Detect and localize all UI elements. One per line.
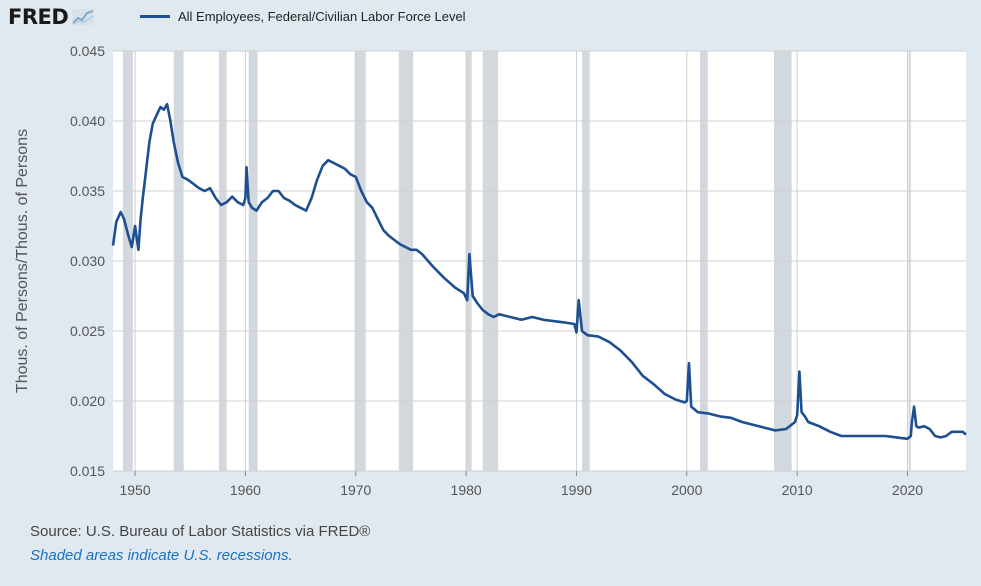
y-axis-ticks: 0.015 0.020 0.025 0.030 0.035 0.040 0.045: [70, 43, 105, 479]
y-axis-label: Thous. of Persons/Thous. of Persons: [14, 129, 31, 393]
y-tick-label: 0.025: [70, 323, 105, 339]
chart-line-icon: [72, 9, 95, 25]
grid-lines: [113, 50, 966, 472]
y-tick-label: 0.015: [70, 463, 105, 479]
x-tick-label: 1970: [340, 482, 371, 498]
x-tick-label: 1980: [451, 482, 482, 498]
fred-header: FRED: [8, 4, 95, 30]
x-tick-label: 2020: [892, 482, 923, 498]
series-line: [111, 102, 967, 441]
y-tick-label: 0.035: [70, 183, 105, 199]
chart-legend: All Employees, Federal/Civilian Labor Fo…: [140, 6, 466, 26]
y-tick-label: 0.020: [70, 393, 105, 409]
x-tick-label: 1960: [230, 482, 261, 498]
x-tick-label: 1950: [119, 482, 150, 498]
x-tick-label: 1990: [561, 482, 592, 498]
x-tick-label: 2010: [782, 482, 813, 498]
legend-label: All Employees, Federal/Civilian Labor Fo…: [178, 8, 466, 24]
x-tick-label: 2000: [671, 482, 702, 498]
x-axis-ticks: 1950 1960 1970 1980 1990 2000 2010 2020: [119, 471, 923, 498]
chart-footer: Source: U.S. Bureau of Labor Statistics …: [30, 520, 370, 568]
source-text: Source: U.S. Bureau of Labor Statistics …: [30, 523, 371, 540]
fred-logo[interactable]: FRED: [8, 5, 69, 29]
y-tick-label: 0.045: [70, 43, 105, 59]
legend-swatch: [140, 14, 170, 18]
recession-note: Shaded areas indicate U.S. recessions.: [30, 547, 293, 564]
y-tick-label: 0.040: [70, 113, 105, 129]
y-tick-label: 0.030: [70, 253, 105, 269]
line-chart: 0.015 0.020 0.025 0.030 0.035 0.040 0.045 1950…: [14, 43, 967, 498]
